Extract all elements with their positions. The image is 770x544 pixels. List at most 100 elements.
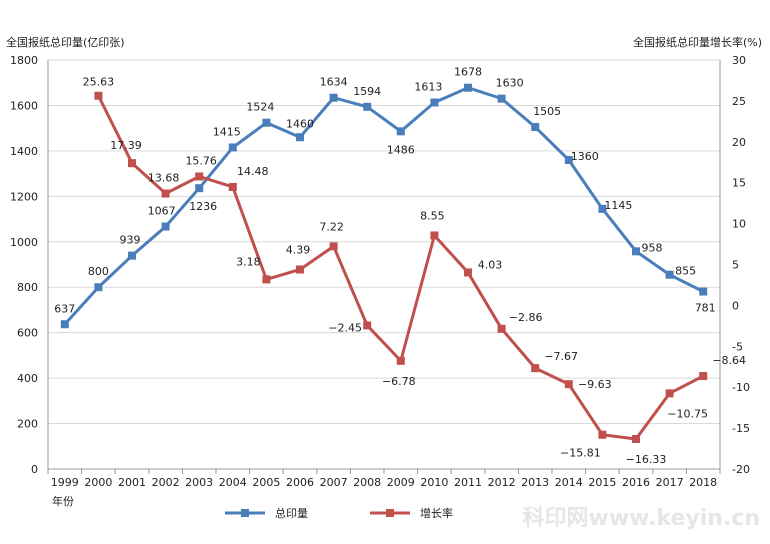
data-point-marker [195,172,204,181]
right-tick-label: 25 [732,95,746,108]
x-tick-label: 2016 [622,476,650,489]
data-label: 1630 [496,77,524,90]
right-axis-title: 全国报纸总印量增长率(%) [633,35,762,49]
x-tick-label: 2006 [286,476,314,489]
legend-swatch-marker [386,509,394,517]
x-axis-title: 年份 [52,494,74,508]
data-point-marker [497,94,506,103]
x-tick-label: 2012 [488,476,516,489]
watermark: 科印网www.keyin.cn [523,506,761,531]
data-point-marker [161,189,170,198]
left-tick-label: 1000 [10,236,38,249]
data-label: 25.63 [83,76,115,89]
data-point-marker [564,155,573,164]
data-point-marker [228,143,237,152]
x-tick-label: 1999 [51,476,79,489]
data-label: −7.67 [544,350,578,363]
x-tick-label: 2007 [320,476,348,489]
data-point-marker [195,184,204,193]
gridlines [48,59,720,425]
data-label: 1486 [387,143,415,156]
data-label: −16.33 [626,453,667,466]
data-label: 8.55 [420,209,445,222]
x-tick-label: 2002 [152,476,180,489]
legend: 总印量 增长率 [225,506,453,520]
data-point-marker [430,98,439,107]
data-point-marker [564,380,573,389]
x-tick-label: 2005 [252,476,280,489]
data-label: −10.75 [667,407,708,420]
data-label: 855 [675,265,696,278]
x-tick-label: 2001 [118,476,146,489]
legend-label: 总印量 [275,506,308,520]
data-label: 17.39 [110,139,142,152]
x-tick-label: 2014 [555,476,583,489]
data-label: 1678 [454,66,482,79]
left-tick-label: 1600 [10,99,38,112]
left-tick-label: 400 [17,372,38,385]
axes [47,60,721,474]
right-tick-label: 10 [732,218,746,231]
data-label: −9.63 [578,378,612,391]
data-label: 1524 [246,101,274,114]
legend-label: 增长率 [420,506,453,520]
data-label: 1505 [533,105,561,118]
data-point-marker [296,265,304,274]
data-label: 1145 [604,199,632,212]
data-point-marker [296,133,304,142]
x-tick-label: 2017 [656,476,684,489]
data-point-marker [396,127,405,136]
x-tick-label: 2003 [185,476,213,489]
data-label: 939 [120,234,141,247]
data-label: 1594 [353,85,381,98]
left-tick-label: 0 [31,463,38,476]
data-label: 4.39 [286,243,311,256]
x-axis-ticks: 1999 2000 2001 2002 2003 2004 2005 2006 2007 2008… [51,476,717,489]
data-point-marker [531,364,540,373]
right-tick-label: 20 [732,136,746,149]
left-axis-title: 全国报纸总印量(亿印张) [6,35,125,49]
series-lines [60,83,708,443]
data-labels: 637 800 939 1067 1236 1415 1524 1460 1634 1594 148… [54,66,746,466]
data-label: −6.78 [382,375,416,388]
data-point-marker [598,430,607,439]
left-tick-label: 1800 [10,54,38,67]
data-point-marker [60,320,69,329]
data-point-marker [497,324,506,333]
data-point-marker [363,102,372,111]
x-tick-label: 2015 [588,476,616,489]
series-line-0 [63,86,704,326]
data-label: −8.64 [712,354,746,367]
left-tick-label: 800 [17,281,38,294]
data-point-marker [94,283,103,292]
data-label: 1236 [189,200,217,213]
data-label: 7.22 [319,220,344,233]
right-tick-label: 0 [732,299,739,312]
data-point-marker [329,93,338,102]
data-label: 781 [695,302,716,315]
x-tick-label: 2010 [420,476,448,489]
data-label: 637 [54,302,75,315]
x-tick-label: 2013 [521,476,549,489]
right-tick-label: 15 [732,177,746,190]
left-tick-label: 1400 [10,145,38,158]
data-point-marker [665,270,674,279]
data-point-marker [464,83,472,92]
data-label: 1634 [320,76,348,89]
x-tick-label: 2009 [387,476,415,489]
data-label: 4.03 [478,258,503,271]
data-point-marker [363,321,372,330]
data-label: −15.81 [560,447,601,460]
data-point-marker [161,222,170,231]
data-point-marker [665,389,674,398]
data-point-marker [464,268,472,277]
data-label: 15.76 [185,154,217,167]
data-point-marker [262,275,271,284]
data-label: 800 [88,265,109,278]
data-point-marker [262,118,271,127]
data-label: 1460 [286,117,314,130]
data-point-marker [699,372,708,381]
data-point-marker [632,434,640,443]
left-tick-label: 600 [17,327,38,340]
